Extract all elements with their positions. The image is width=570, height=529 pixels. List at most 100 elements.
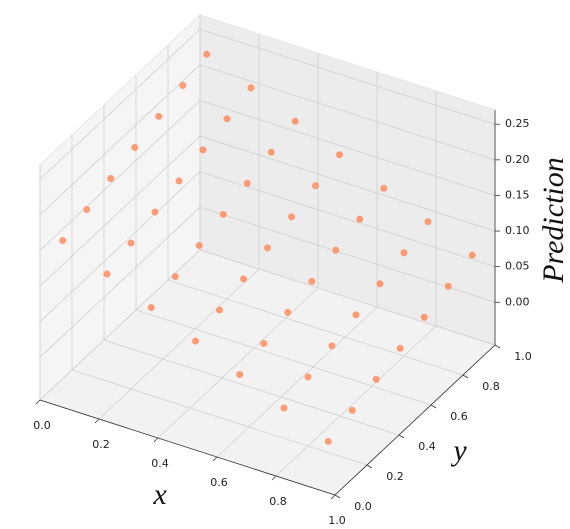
x-axis-title: x	[152, 478, 167, 511]
grid-line	[199, 28, 496, 125]
point	[199, 146, 207, 154]
point	[243, 179, 251, 187]
grid-line	[39, 28, 201, 180]
point	[284, 308, 292, 316]
point	[308, 277, 316, 285]
y-tick-label: 0.8	[482, 380, 500, 393]
point	[444, 282, 452, 290]
x-tick-label: 0.6	[210, 476, 228, 489]
point	[171, 272, 179, 280]
point	[336, 151, 343, 159]
grid-line	[135, 309, 432, 406]
z-tick-label: 0.05	[505, 260, 530, 273]
tick-mark	[398, 434, 405, 439]
point	[352, 311, 360, 319]
point	[332, 246, 340, 254]
point	[175, 177, 183, 185]
x-tick-label: 0.2	[92, 438, 110, 451]
point	[348, 406, 356, 414]
tick-mark	[94, 418, 100, 424]
point	[291, 117, 299, 125]
point	[223, 115, 231, 123]
point	[131, 143, 139, 151]
y-axis-title: y	[450, 434, 467, 467]
point	[304, 373, 312, 381]
point	[195, 241, 203, 249]
tick-mark	[330, 494, 336, 500]
tick-mark	[35, 399, 41, 405]
point	[203, 50, 211, 58]
z-tick-label: 0.15	[505, 188, 530, 201]
point	[219, 210, 227, 218]
tick-mark	[430, 404, 437, 409]
tick-mark	[212, 456, 218, 462]
y-tick-label: 0.4	[418, 440, 436, 453]
x-tick-label: 0.4	[151, 457, 169, 470]
point	[288, 213, 295, 221]
point	[103, 270, 111, 278]
point	[267, 148, 275, 156]
grid-line	[275, 325, 437, 477]
z-tick-label: 0.00	[505, 295, 530, 308]
tick-mark	[494, 344, 501, 349]
grid-line	[39, 100, 201, 251]
y-tick-label: 0.0	[354, 500, 372, 513]
grid-line	[71, 369, 368, 466]
grid-line	[39, 206, 201, 358]
z-tick-label: 0.10	[505, 224, 530, 237]
point	[420, 313, 428, 321]
grid-line	[98, 268, 260, 420]
point	[151, 208, 159, 216]
x-tick-label: 0.8	[269, 495, 287, 508]
grid-line	[199, 135, 496, 232]
point	[236, 370, 244, 378]
y-axis-line	[334, 344, 496, 496]
point	[324, 437, 332, 445]
grid-line	[199, 64, 496, 161]
point	[147, 304, 155, 312]
point	[468, 251, 476, 259]
tick-mark	[271, 475, 277, 481]
x-axis-line	[39, 399, 336, 496]
point	[59, 237, 67, 245]
point	[192, 337, 199, 345]
point	[400, 249, 408, 257]
point	[380, 184, 388, 192]
point	[424, 218, 432, 226]
x-tick-label: 1.0	[328, 514, 346, 527]
point	[127, 239, 135, 247]
grid-line	[39, 171, 201, 322]
point	[372, 375, 380, 383]
point	[280, 404, 288, 412]
tick-mark	[462, 374, 469, 379]
grid-line	[199, 171, 496, 268]
grid-line	[167, 279, 464, 376]
z-axis-title: Prediction	[537, 157, 570, 284]
point	[264, 244, 271, 252]
point	[83, 206, 91, 214]
tick-mark	[153, 437, 159, 443]
y-tick-label: 0.2	[386, 470, 404, 483]
y-tick-label: 1.0	[514, 350, 532, 363]
grid-line	[199, 100, 496, 196]
point	[216, 306, 223, 314]
point	[247, 84, 255, 92]
tick-mark	[334, 494, 341, 499]
grid-line	[39, 135, 201, 287]
point	[328, 342, 336, 350]
grid-line	[199, 249, 496, 346]
z-tick-label: 0.25	[505, 117, 530, 130]
point	[107, 174, 115, 182]
tick-mark	[366, 464, 373, 469]
grid-line	[103, 339, 400, 436]
grid-line	[216, 306, 378, 458]
y-tick-label: 0.6	[450, 410, 468, 423]
point	[179, 81, 187, 89]
point	[240, 275, 247, 283]
grid-line	[157, 287, 319, 439]
point	[376, 280, 384, 288]
grid-line	[39, 64, 201, 216]
point	[396, 344, 404, 352]
